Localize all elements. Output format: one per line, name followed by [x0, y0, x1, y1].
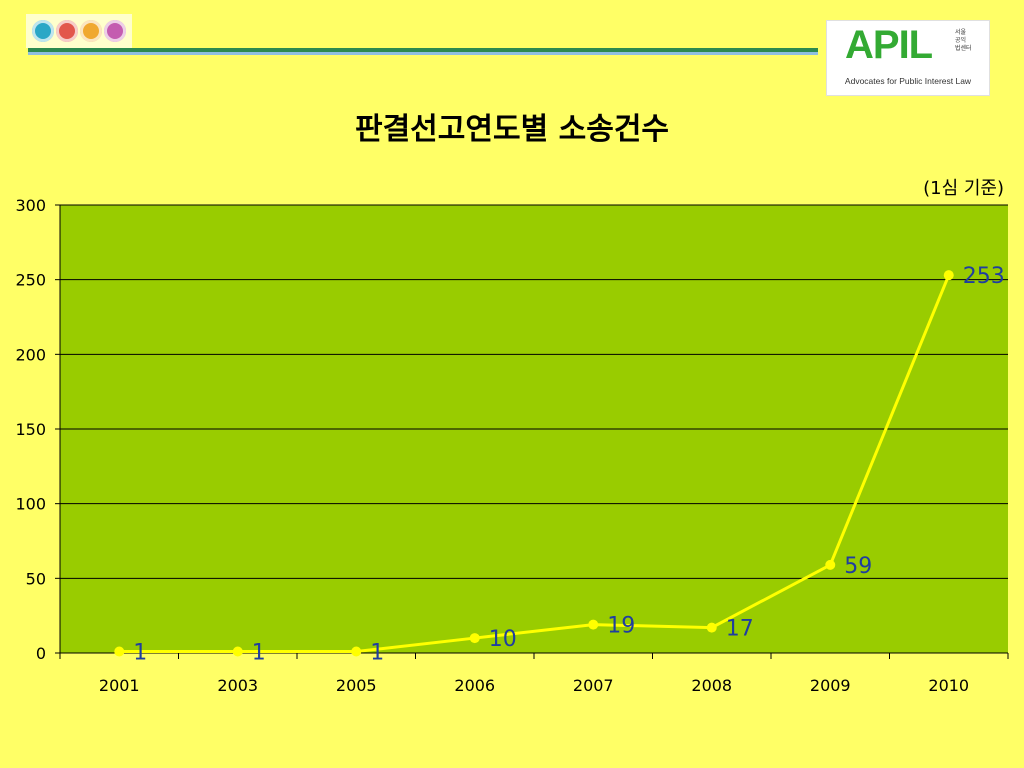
data-point: [232, 646, 243, 657]
x-tick-label: 2008: [691, 676, 732, 695]
data-point: [114, 646, 125, 657]
x-tick-label: 2005: [336, 676, 377, 695]
y-tick-label: 250: [15, 271, 46, 290]
data-label: 17: [726, 617, 754, 642]
x-tick-label: 2010: [928, 676, 969, 695]
y-tick-label: 100: [15, 495, 46, 514]
data-point: [351, 646, 362, 657]
chart-title: 판결선고연도별 소송건수: [354, 112, 670, 147]
data-point: [825, 559, 836, 570]
x-tick-label: 2006: [454, 676, 495, 695]
y-tick-label: 0: [36, 644, 46, 663]
data-point: [943, 270, 954, 281]
chart-note: (1심 기준): [923, 178, 1004, 199]
logo-dot-icon: [56, 20, 78, 42]
data-point: [469, 633, 480, 644]
brand-logo: APIL 서울 공익 법센터 Advocates for Public Inte…: [826, 20, 990, 96]
data-label: 19: [607, 614, 635, 639]
x-tick-label: 2001: [99, 676, 140, 695]
y-tick-label: 150: [15, 420, 46, 439]
data-label: 10: [489, 627, 517, 652]
brand-subtitle: Advocates for Public Interest Law: [844, 76, 972, 86]
y-tick-label: 200: [15, 345, 46, 364]
x-tick-label: 2003: [217, 676, 258, 695]
brand-word: APIL: [845, 23, 933, 67]
data-label: 253: [963, 264, 1005, 289]
x-tick-label: 2007: [573, 676, 614, 695]
logo-dot-icon: [104, 20, 126, 42]
header-rule-accent: [28, 52, 818, 55]
data-label: 1: [252, 641, 266, 666]
series-line: [119, 274, 951, 654]
y-tick-label: 300: [15, 196, 46, 215]
x-tick-label: 2009: [810, 676, 851, 695]
logo-dot-icon: [80, 20, 102, 42]
data-point: [706, 622, 717, 633]
header-rule: [28, 48, 818, 52]
data-label: 1: [133, 641, 147, 666]
logo-dot-icon: [32, 20, 54, 42]
data-label: 59: [844, 554, 872, 579]
data-label: 1: [370, 641, 384, 666]
data-point: [588, 619, 599, 630]
header-logo: [26, 14, 132, 48]
brand-korean: 서울 공익 법센터: [955, 29, 972, 52]
y-tick-label: 50: [26, 569, 46, 588]
